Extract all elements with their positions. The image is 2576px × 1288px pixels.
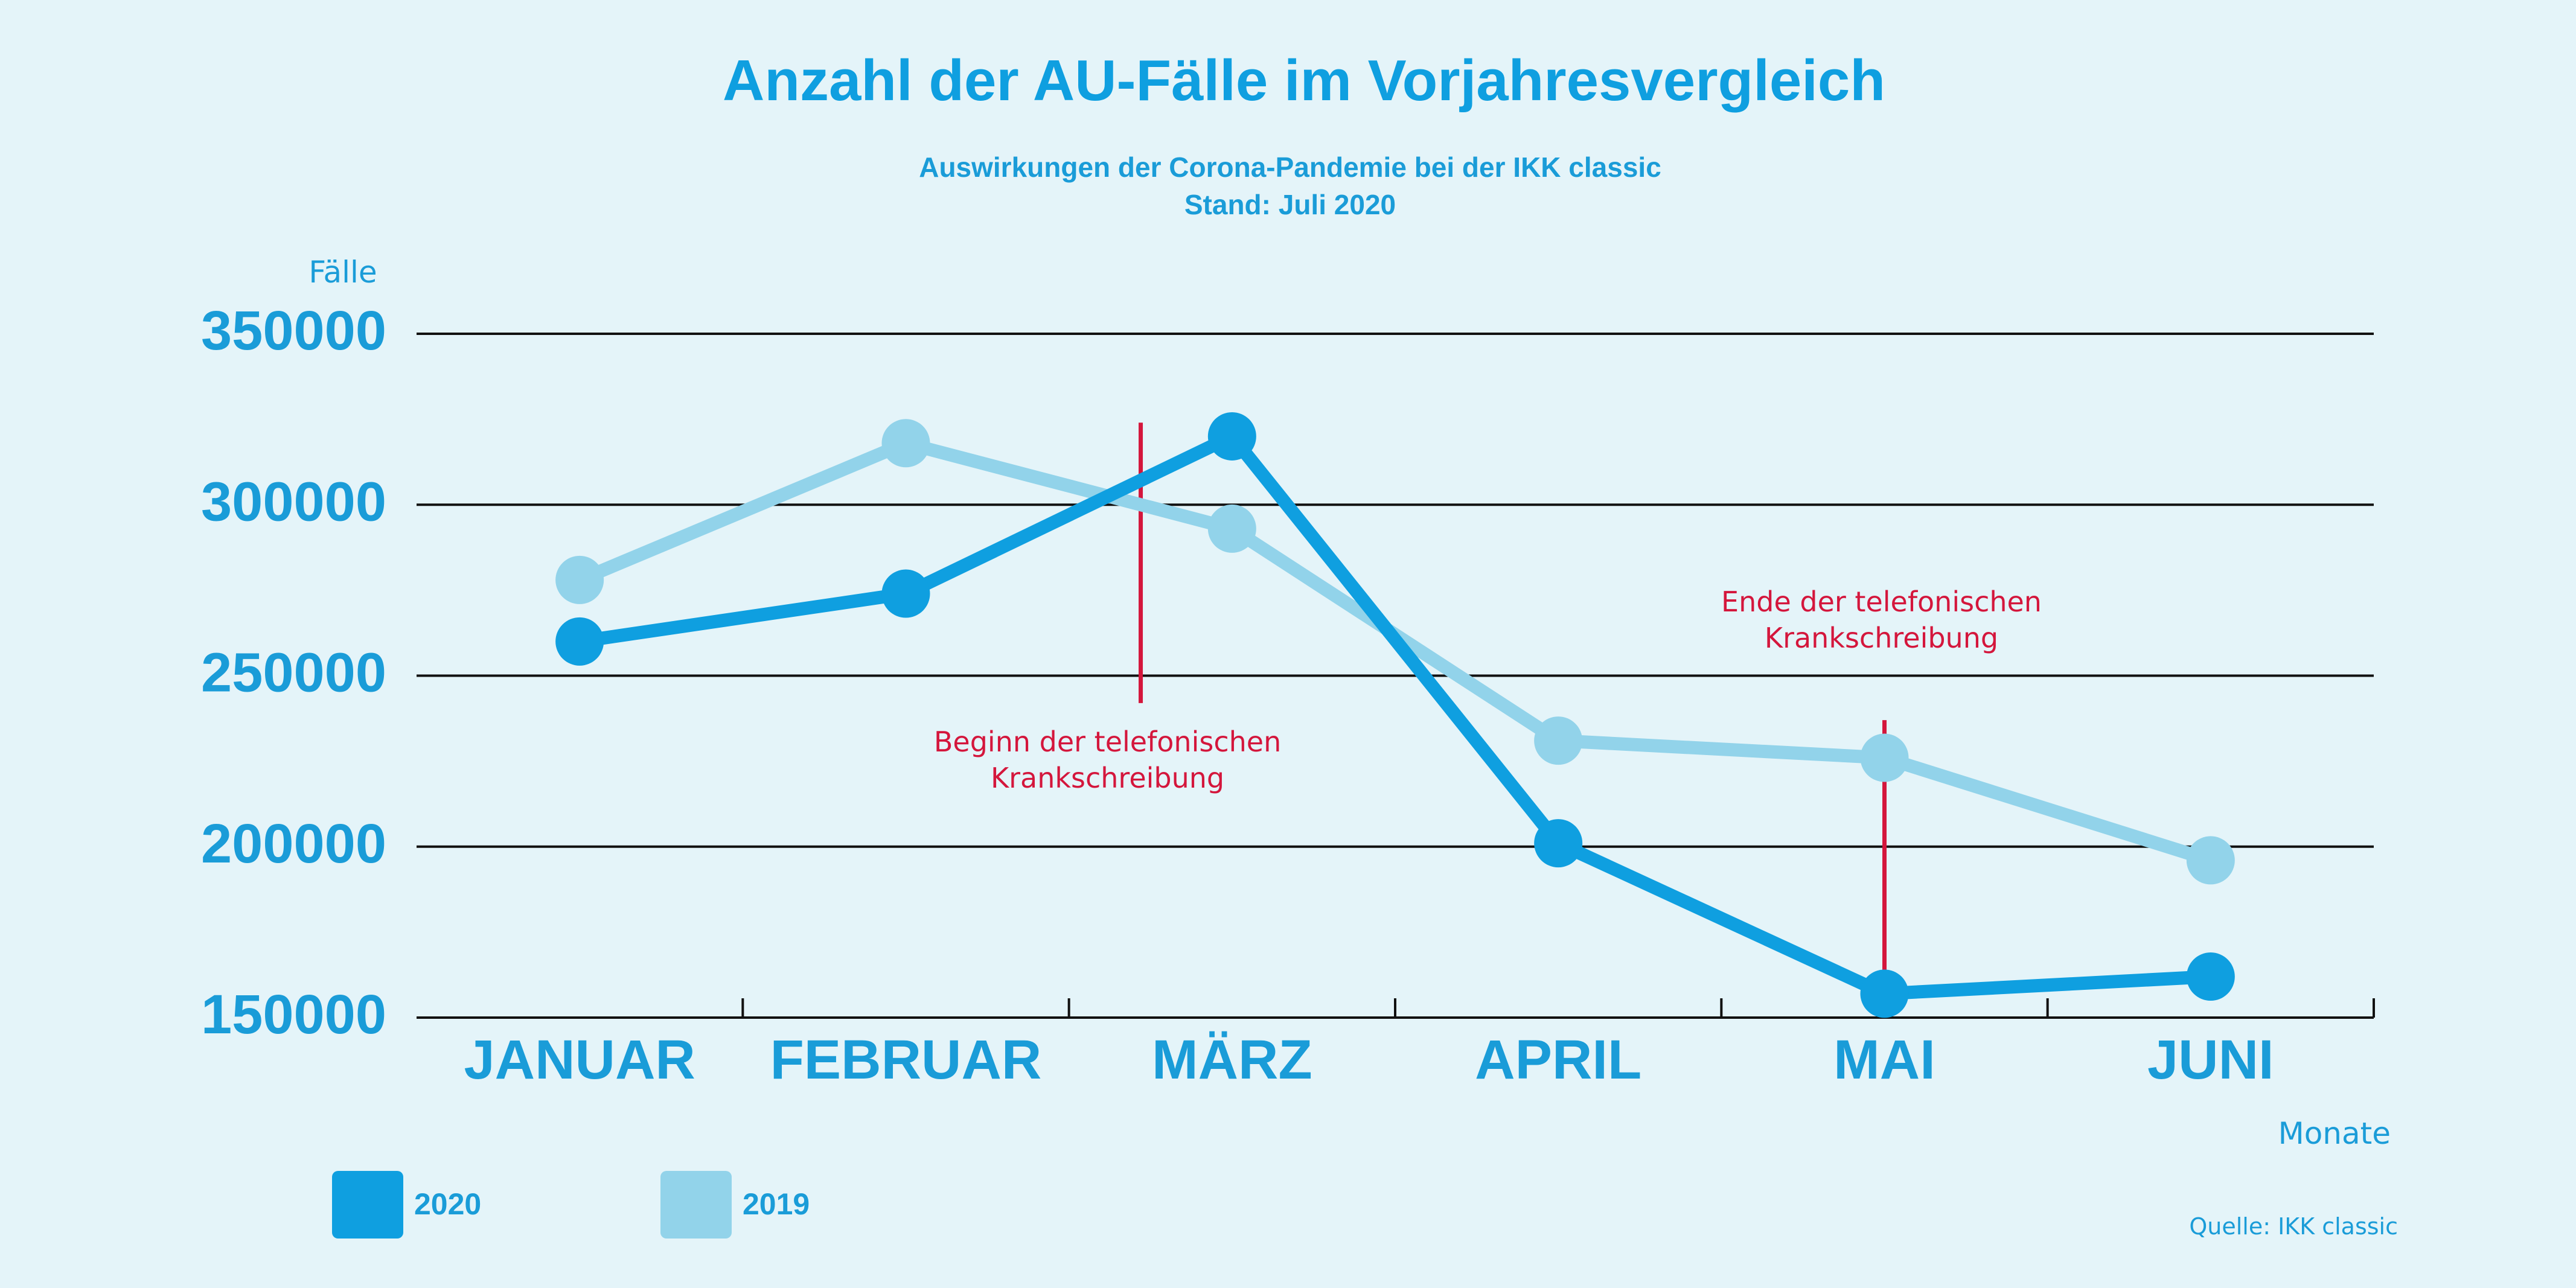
y-tick-label-200000: 200000: [201, 813, 386, 875]
data-point-2019-januar: [555, 555, 604, 604]
data-point-2019-juni: [2186, 836, 2235, 885]
x-tick-label-mai: MAI: [1833, 1029, 1935, 1091]
y-tick-label-150000: 150000: [201, 984, 386, 1045]
annotation-text-1-line-2: Krankschreibung: [991, 762, 1224, 794]
data-point-2020-märz: [1207, 412, 1256, 461]
annotation-text-2-line-1: Ende der telefonischen: [1721, 585, 2042, 618]
chart-subtitle-line-1: Auswirkungen der Corona-Pandemie bei der…: [919, 151, 1661, 183]
data-point-2020-februar: [881, 569, 930, 618]
annotation-text-2-line-2: Krankschreibung: [1765, 622, 1998, 654]
data-point-2020-januar: [555, 617, 604, 666]
series-line-2020: [573, 429, 2217, 1001]
y-tick-label-250000: 250000: [201, 642, 386, 704]
y-tick-label-350000: 350000: [201, 300, 386, 362]
y-axis-label: Fälle: [308, 255, 377, 290]
chart-title: Anzahl der AU-Fälle im Vorjahresvergleic…: [723, 48, 1885, 113]
data-point-2019-februar: [881, 419, 930, 468]
data-point-2020-april: [1534, 819, 1583, 868]
data-point-2020-mai: [1860, 969, 1909, 1018]
chart-subtitle-line-2: Stand: Juli 2020: [1184, 189, 1396, 220]
data-point-2019-mai: [1860, 733, 1909, 782]
x-tick-label-februar: FEBRUAR: [770, 1029, 1042, 1091]
x-axis-label: Monate: [2278, 1116, 2391, 1151]
data-point-2019-april: [1534, 716, 1583, 765]
x-tick-label-april: APRIL: [1475, 1029, 1641, 1091]
annotation-text-1-line-1: Beginn der telefonischen: [934, 725, 1281, 758]
x-tick-label-januar: JANUAR: [464, 1029, 695, 1091]
y-tick-label-300000: 300000: [201, 471, 386, 532]
data-point-2019-märz: [1207, 504, 1256, 553]
legend-label-2019: 2019: [743, 1187, 810, 1221]
x-tick-label-juni: JUNI: [2147, 1029, 2274, 1091]
legend-label-2020: 2020: [414, 1187, 481, 1221]
source-note: Quelle: IKK classic: [2189, 1213, 2398, 1240]
legend-swatch-2019: [660, 1171, 732, 1239]
legend-swatch-2020: [332, 1171, 403, 1239]
data-point-2020-juni: [2186, 952, 2235, 1001]
x-tick-label-märz: MÄRZ: [1152, 1029, 1312, 1091]
